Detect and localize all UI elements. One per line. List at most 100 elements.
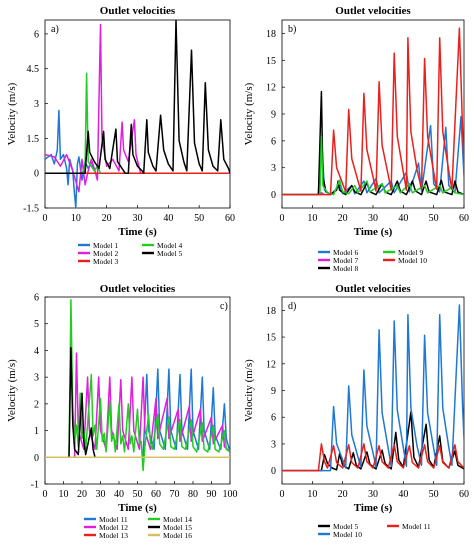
chart-title: Outlet velocities bbox=[100, 283, 176, 295]
y-tick-label: 2 bbox=[34, 399, 39, 410]
chart-title: Outlet velocities bbox=[335, 283, 411, 295]
y-tick-label: 9 bbox=[271, 110, 276, 121]
y-tick-label: 3 bbox=[34, 373, 39, 384]
legend-label: Model 5 bbox=[157, 249, 182, 258]
x-tick-label: 10 bbox=[71, 213, 81, 224]
legend-label: Model 10 bbox=[398, 256, 427, 265]
y-tick-label: 0 bbox=[271, 466, 276, 477]
x-tick-label: 0 bbox=[280, 213, 285, 224]
x-tick-label: 90 bbox=[207, 489, 217, 500]
x-tick-label: 10 bbox=[307, 489, 317, 500]
y-tick-label: 6 bbox=[34, 29, 39, 40]
legend-label: Model 10 bbox=[333, 530, 362, 539]
y-tick-label: 18 bbox=[266, 306, 276, 317]
panel-label: a) bbox=[51, 24, 59, 35]
chart-title: Outlet velocities bbox=[100, 5, 176, 17]
legend-label: Model 1 bbox=[93, 241, 118, 250]
legend-label: Model 5 bbox=[333, 522, 358, 531]
chart-title: Outlet velocities bbox=[335, 5, 411, 17]
y-tick-label: 4.5 bbox=[27, 64, 40, 75]
x-tick-label: 0 bbox=[43, 213, 48, 224]
series-line-model-5 bbox=[45, 20, 230, 174]
legend-label: Model 11 bbox=[99, 515, 128, 524]
x-tick-label: 40 bbox=[398, 213, 408, 224]
legend-label: Model 8 bbox=[333, 264, 358, 273]
panel-d: Outlet velocities 0 3 6 9 12 15 18 0 10 20 30 40 50 60… bbox=[243, 283, 469, 539]
legend-label: Model 13 bbox=[99, 531, 128, 540]
legend-label: Model 12 bbox=[99, 523, 128, 532]
series-line-model-10 bbox=[282, 27, 464, 196]
y-tick-label: 12 bbox=[266, 359, 276, 370]
y-tick-label: 0 bbox=[271, 190, 276, 201]
legend-label: Model 11 bbox=[402, 522, 431, 531]
panel-label: d) bbox=[288, 301, 296, 312]
x-tick-label: 10 bbox=[307, 213, 317, 224]
x-axis-label: Time (s) bbox=[118, 502, 157, 514]
x-tick-label: 100 bbox=[223, 489, 238, 500]
x-tick-label: 40 bbox=[163, 213, 173, 224]
x-tick-label: 60 bbox=[151, 489, 161, 500]
x-tick-label: 20 bbox=[77, 489, 87, 500]
x-tick-label: 10 bbox=[59, 489, 69, 500]
series-line-model-15 bbox=[45, 347, 97, 459]
y-tick-label: 3 bbox=[271, 163, 276, 174]
x-tick-label: 50 bbox=[429, 213, 439, 224]
y-tick-label: 6 bbox=[271, 136, 276, 147]
x-tick-label: 30 bbox=[96, 489, 106, 500]
y-tick-label: 3 bbox=[34, 99, 39, 110]
x-tick-label: 30 bbox=[368, 489, 378, 500]
x-tick-label: 20 bbox=[102, 213, 112, 224]
series-line-model-11 bbox=[282, 443, 464, 472]
y-tick-label: 12 bbox=[266, 83, 276, 94]
x-tick-label: 60 bbox=[459, 489, 469, 500]
x-tick-label: 0 bbox=[43, 489, 48, 500]
legend-label: Model 14 bbox=[163, 515, 192, 524]
y-tick-label: 0 bbox=[34, 169, 39, 180]
legend-label: Model 15 bbox=[163, 523, 192, 532]
series-line-model-4 bbox=[81, 72, 102, 174]
x-tick-label: 40 bbox=[114, 489, 124, 500]
x-tick-label: 30 bbox=[368, 213, 378, 224]
x-axis-label: Time (s) bbox=[354, 502, 393, 514]
x-tick-label: 0 bbox=[280, 489, 285, 500]
y-tick-label: -1.5 bbox=[23, 204, 39, 215]
series-line-model-14 bbox=[45, 298, 230, 472]
y-tick-label: 5 bbox=[34, 319, 39, 330]
panel-b: Outlet velocities 0 3 6 9 12 15 18 0 10 20 30 40 50 60… bbox=[243, 5, 469, 273]
y-tick-label: 18 bbox=[266, 29, 276, 40]
y-axis-label: Velocity (m/s) bbox=[243, 359, 255, 422]
series-line-model-10 bbox=[282, 304, 464, 472]
y-tick-label: 1 bbox=[34, 426, 39, 437]
legend-label: Model 3 bbox=[93, 257, 118, 266]
y-tick-label: 1.5 bbox=[27, 134, 40, 145]
x-tick-label: 20 bbox=[338, 213, 348, 224]
y-tick-label: 4 bbox=[34, 346, 39, 357]
x-tick-label: 50 bbox=[429, 489, 439, 500]
y-tick-label: 6 bbox=[34, 293, 39, 304]
x-tick-label: 50 bbox=[194, 213, 204, 224]
x-axis-label: Time (s) bbox=[354, 226, 393, 238]
x-tick-label: 20 bbox=[338, 489, 348, 500]
legend-label: Model 6 bbox=[333, 248, 358, 257]
panel-label: c) bbox=[220, 301, 228, 312]
x-tick-label: 30 bbox=[133, 213, 143, 224]
x-tick-label: 70 bbox=[170, 489, 180, 500]
y-axis-label: Velocity (m/s) bbox=[243, 82, 255, 145]
x-tick-label: 40 bbox=[398, 489, 408, 500]
y-tick-label: 9 bbox=[271, 386, 276, 397]
y-tick-label: 6 bbox=[271, 413, 276, 424]
x-tick-label: 80 bbox=[188, 489, 198, 500]
panel-a: Outlet velocities -1.5 0 1.5 3 4.5 6 0 10 20 30 40 5… bbox=[6, 5, 235, 266]
legend-label: Model 2 bbox=[93, 249, 118, 258]
y-tick-label: -1 bbox=[31, 480, 39, 491]
panel-label: b) bbox=[288, 24, 296, 35]
legend-label: Model 9 bbox=[398, 248, 423, 257]
y-tick-label: 0 bbox=[34, 453, 39, 464]
legend-label: Model 7 bbox=[333, 256, 358, 265]
series-line-model-2 bbox=[45, 23, 142, 193]
legend-label: Model 16 bbox=[163, 531, 192, 540]
y-axis-label: Velocity (m/s) bbox=[6, 82, 18, 145]
y-tick-label: 15 bbox=[266, 333, 276, 344]
